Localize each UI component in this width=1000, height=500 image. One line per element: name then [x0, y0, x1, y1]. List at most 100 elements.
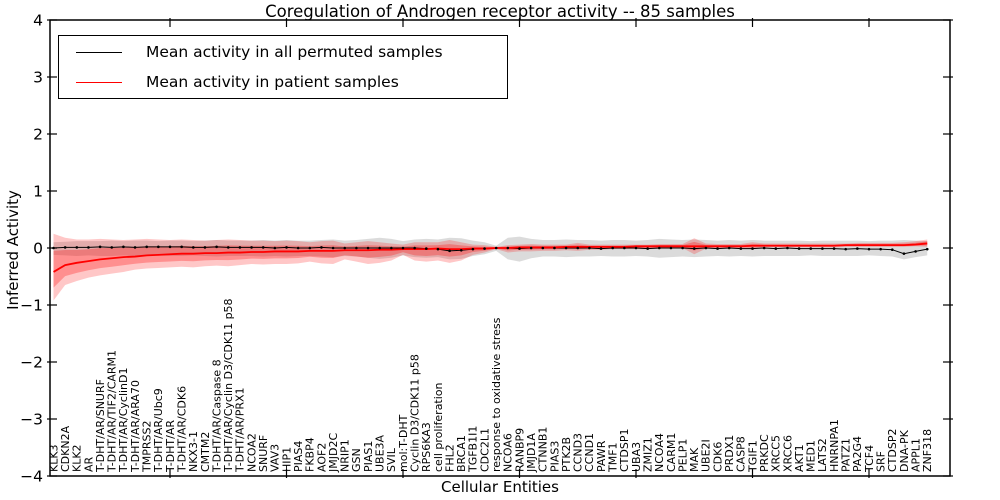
x-tick-label: FKBP4 [304, 437, 317, 472]
x-tick-label: T-DHT/AR/TIF2/CARM1 [106, 350, 119, 473]
mean-permuted-marker [261, 246, 265, 249]
mean-permuted-marker [448, 249, 451, 253]
x-tick-label: PRDX1 [723, 435, 736, 472]
mean-permuted-marker [133, 246, 137, 249]
mean-permuted-marker [856, 247, 859, 250]
mean-permuted-marker [809, 247, 813, 250]
x-tick-label: ZNF318 [921, 429, 934, 472]
mean-permuted-marker [518, 247, 521, 250]
x-tick-label: CASP8 [735, 436, 748, 472]
x-tick-label: SNURF [257, 435, 270, 472]
mean-permuted-marker [797, 247, 801, 250]
mean-permuted-marker [494, 246, 498, 250]
x-tick-label: RANBP9 [513, 428, 526, 472]
mean-permuted-marker [844, 247, 847, 251]
mean-permuted-marker [320, 246, 323, 249]
mean-permuted-marker [331, 246, 335, 250]
y-tick-label: 2 [33, 126, 43, 144]
x-axis-label: Cellular Entities [441, 478, 559, 496]
mean-permuted-marker [459, 248, 463, 252]
x-tick-label: UBE3A [374, 434, 387, 472]
x-tick-label: VAV3 [269, 444, 282, 472]
mean-permuted-marker [366, 246, 370, 250]
mean-permuted-marker [122, 245, 125, 249]
y-tick-label: −3 [20, 411, 43, 429]
mean-permuted-marker [588, 246, 591, 250]
y-tick-label: 4 [33, 12, 43, 30]
x-tick-label: NCOA6 [502, 433, 515, 472]
x-tick-label: HIP1 [280, 447, 293, 472]
mean-permuted-marker [786, 246, 789, 250]
x-tick-label: AR [82, 456, 95, 472]
x-tick-label: FHL2 [443, 444, 456, 472]
mean-permuted-marker [203, 246, 207, 249]
x-tick-label: TGFB1I1 [467, 426, 480, 473]
mean-permuted-marker [157, 245, 160, 249]
y-axis-label: Inferred Activity [4, 190, 22, 310]
legend-line-sample-patient [76, 81, 122, 83]
mean-permuted-marker [704, 246, 708, 250]
mean-permuted-marker [215, 245, 218, 249]
x-tick-label: TCF4 [863, 445, 876, 473]
x-tick-label: NKX3-1 [187, 431, 200, 472]
legend-label: Mean activity in patient samples [146, 73, 399, 91]
mean-permuted-marker [692, 247, 696, 250]
x-tick-label: PAWR [595, 440, 608, 472]
x-tick-label: NCOA4 [653, 433, 666, 472]
y-tick-label: −1 [20, 297, 43, 315]
mean-permuted-marker [471, 247, 475, 251]
mean-permuted-marker [226, 246, 230, 249]
mean-permuted-marker [681, 246, 684, 250]
x-tick-label: SRF [874, 451, 887, 472]
x-tick-label: CTNNB1 [537, 427, 550, 472]
mean-permuted-marker [658, 246, 661, 250]
mean-permuted-marker [774, 247, 778, 250]
mean-permuted-marker [716, 247, 719, 250]
y-tick-label: 0 [33, 240, 43, 258]
mean-permuted-marker [238, 246, 242, 249]
mean-permuted-marker [634, 246, 638, 250]
mean-permuted-marker [541, 246, 545, 250]
mean-permuted-marker [751, 247, 754, 250]
mean-permuted-marker [821, 247, 824, 250]
mean-permuted-marker [599, 247, 603, 250]
mean-permuted-marker [145, 245, 148, 249]
legend: Mean activity in all permuted samples Me… [58, 35, 508, 99]
x-tick-label: CDKN2A [59, 425, 72, 472]
x-tick-label: PA2G4 [851, 436, 864, 472]
mean-permuted-marker [564, 246, 568, 250]
x-tick-label: T-DHT/AR/Caspase 8 [210, 359, 223, 473]
mean-permuted-marker [553, 246, 556, 250]
x-tick-label: PATZ1 [840, 438, 853, 472]
legend-label: Mean activity in all permuted samples [146, 43, 443, 61]
x-tick-label: NCOA2 [245, 433, 258, 472]
x-tick-label: CTDSP2 [886, 429, 899, 472]
x-tick-label: CCND3 [572, 433, 585, 472]
y-tick-label: −2 [20, 354, 43, 372]
x-tick-label: TMF1 [607, 442, 620, 473]
mean-permuted-marker [296, 246, 300, 250]
x-tick-label: LATS2 [816, 438, 829, 472]
mean-permuted-marker [192, 246, 195, 249]
legend-item: Mean activity in patient samples [59, 68, 507, 96]
x-tick-label: UBA3 [630, 442, 643, 472]
mean-permuted-marker [87, 246, 90, 249]
x-tick-label: CDC2L1 [478, 428, 491, 472]
mean-permuted-marker [506, 246, 510, 250]
x-tick-label: CCND1 [583, 433, 596, 472]
mean-permuted-marker [401, 246, 405, 250]
x-tick-label: T-DHT/AR/CyclinD1 [117, 367, 130, 473]
mean-permuted-marker [529, 246, 533, 250]
x-tick-label: T-DHT/AR/SNURF [94, 379, 107, 473]
x-tick-label: HNRNPA1 [828, 419, 841, 472]
mean-permuted-marker [285, 246, 288, 249]
mean-permuted-marker [914, 250, 917, 253]
mean-permuted-marker [98, 245, 102, 249]
x-tick-label: JMJD2C [327, 433, 340, 473]
x-tick-label: CARM1 [665, 433, 678, 472]
legend-line-sample-permuted [76, 51, 122, 53]
mean-patient-line [53, 242, 928, 273]
mean-permuted-marker [273, 246, 277, 250]
x-tick-label: T-DHT/AR/ARA70 [129, 380, 142, 473]
